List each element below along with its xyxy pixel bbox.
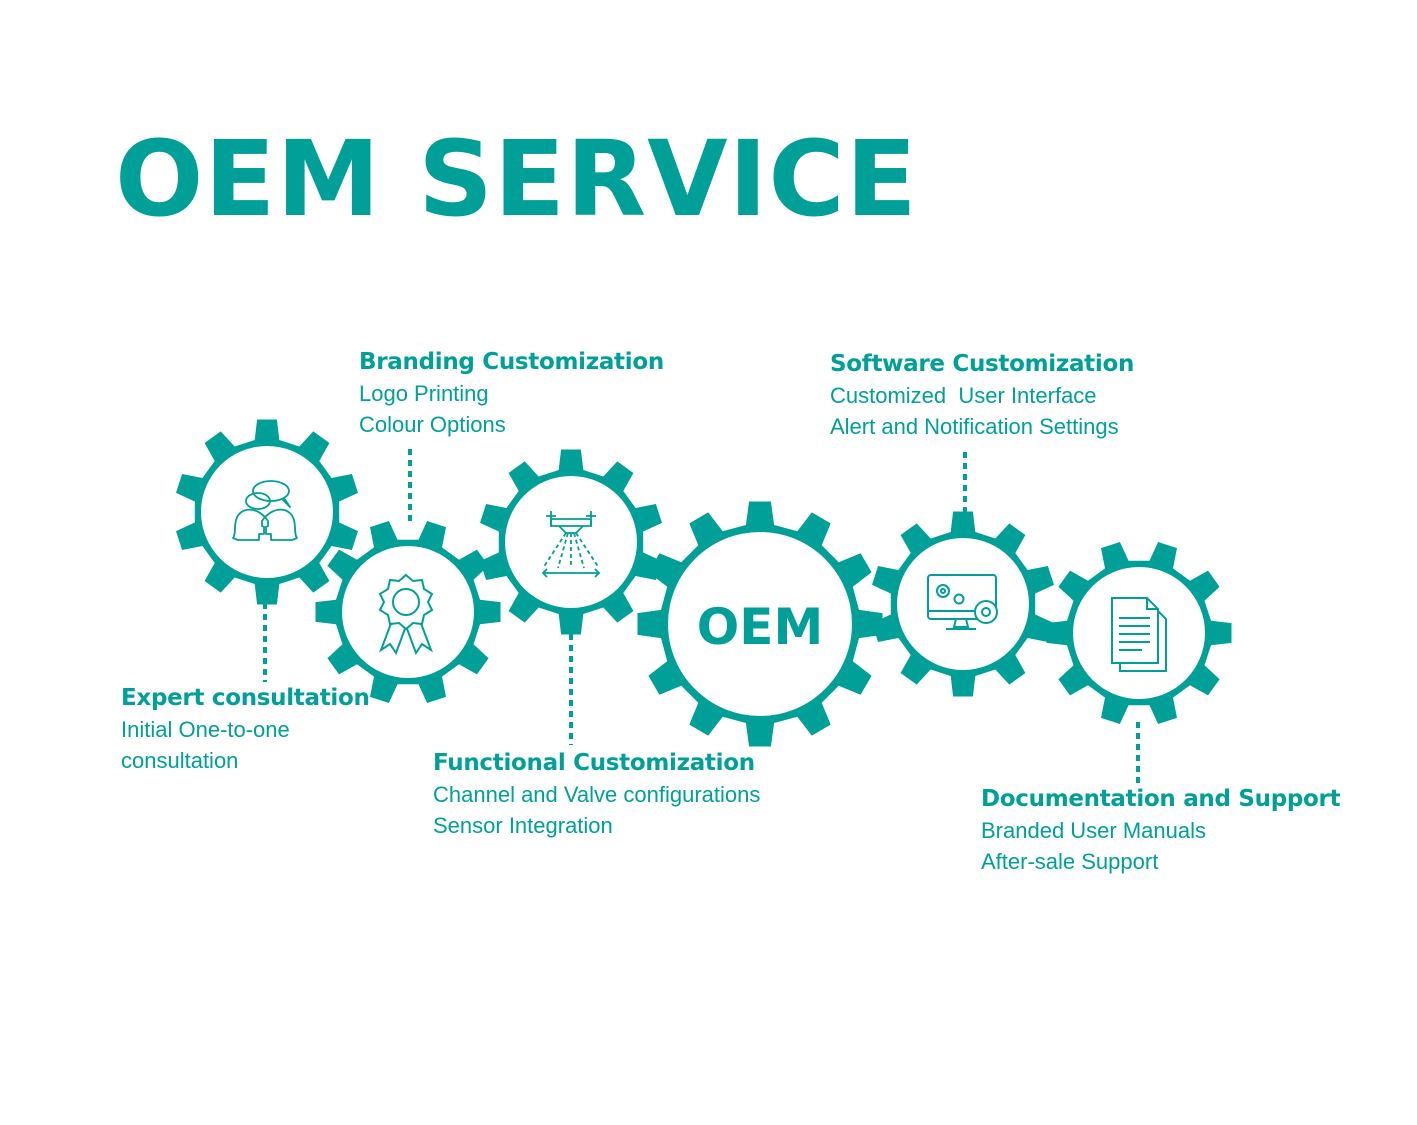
functional-customization-block: Functional Customization Channel and Val… <box>433 747 760 841</box>
functional-customization-line-2: Sensor Integration <box>433 813 613 838</box>
software-customization-block: Software Customization Customized User I… <box>830 348 1134 442</box>
expert-consultation-gear <box>176 419 358 605</box>
software-gear <box>872 511 1054 697</box>
branding-customization-block: Branding Customization Logo Printing Col… <box>359 346 664 440</box>
consultation-heads-icon <box>232 480 298 541</box>
spray-drone-icon <box>541 511 601 578</box>
documentation-support-block: Documentation and Support Branded User M… <box>981 783 1341 877</box>
expert-consultation-line-2: consultation <box>121 748 239 773</box>
documentation-support-heading: Documentation and Support <box>981 786 1341 812</box>
documentation-support-line-2: After-sale Support <box>981 849 1159 874</box>
award-ribbon-icon <box>378 573 434 656</box>
software-customization-heading: Software Customization <box>830 351 1135 377</box>
branding-customization-heading: Branding Customization <box>359 349 664 375</box>
documentation-support-line-1: Branded User Manuals <box>981 818 1207 843</box>
functional-customization-line-1: Channel and Valve configurations <box>433 782 761 807</box>
branding-customization-line-2: Colour Options <box>359 412 506 437</box>
connectors <box>263 449 1140 787</box>
branding-customization-line-1: Logo Printing <box>359 381 489 406</box>
computer-settings-icon <box>927 574 998 630</box>
software-customization-line-1: Customized User Interface <box>830 383 1097 408</box>
document-icon <box>1111 597 1167 672</box>
functional-customization-heading: Functional Customization <box>433 750 755 776</box>
page-title: OEM SERVICE <box>115 118 918 240</box>
expert-consultation-line-1: Initial One-to-one <box>121 717 290 742</box>
expert-consultation-heading: Expert consultation <box>121 685 370 711</box>
expert-consultation-block: Expert consultation Initial One-to-one c… <box>121 682 370 776</box>
oem-center-label: OEM <box>697 598 823 656</box>
software-customization-line-2: Alert and Notification Settings <box>830 414 1119 439</box>
